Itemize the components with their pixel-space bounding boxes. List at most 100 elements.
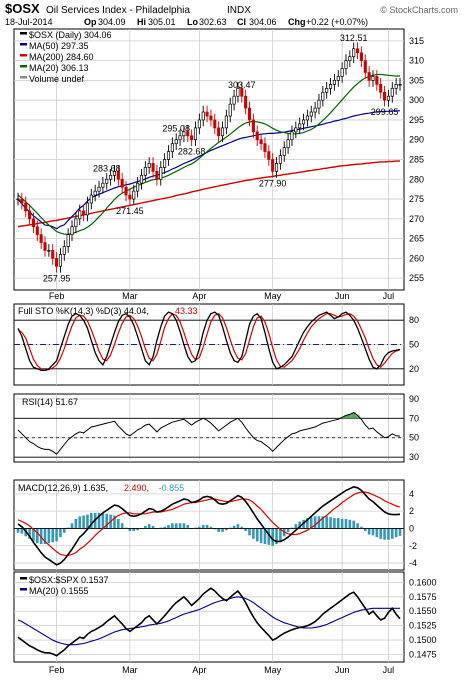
- candle-body: [371, 76, 375, 81]
- candle-body: [166, 151, 171, 160]
- y-tick-label: 290: [409, 135, 424, 145]
- month-label-feb: Feb: [49, 665, 65, 675]
- macd-hist-bar: [398, 528, 402, 536]
- macd-hist-bar: [228, 527, 232, 529]
- candle-body: [359, 52, 363, 61]
- candle-body: [124, 186, 128, 196]
- candle-body: [24, 202, 28, 212]
- macd-hist-bar: [128, 528, 132, 532]
- macd-hist-bar: [271, 528, 274, 546]
- macd-hist-bar: [225, 528, 228, 531]
- legend-entry: MA(200) 284.60: [29, 52, 94, 62]
- candle-body: [201, 111, 205, 121]
- y-tick-label: 0.1550: [409, 606, 437, 616]
- macd-hist-bar: [209, 526, 213, 529]
- candle-body: [282, 147, 286, 156]
- price-annotation: 299.65: [371, 107, 399, 117]
- candle-body: [109, 174, 113, 180]
- chg-label: Chg: [288, 17, 306, 27]
- header-date: 18-Jul-2014: [5, 17, 53, 27]
- macd-hist-bar: [275, 528, 278, 545]
- price-annotation: 277.90: [259, 178, 287, 188]
- y-tick-label: 0: [409, 523, 414, 533]
- candle-body: [85, 202, 90, 216]
- candle-body: [298, 123, 302, 129]
- macd-hist-bar: [252, 528, 255, 539]
- candle-body: [112, 171, 117, 176]
- macd-hist-bar: [136, 528, 139, 531]
- y-tick-label: 0.1600: [409, 577, 437, 587]
- y-tick-label: 0.1525: [409, 621, 437, 631]
- candle-body: [251, 119, 255, 133]
- y-tick-label: 260: [409, 253, 424, 263]
- price-annotation: 295.08: [162, 124, 190, 134]
- candle-body: [116, 171, 120, 180]
- candle-body: [344, 60, 348, 69]
- candle-body: [363, 60, 367, 73]
- candle-body: [66, 234, 70, 247]
- macd-hist-bar: [221, 528, 224, 532]
- candle-body: [16, 198, 20, 201]
- candle-body: [328, 84, 333, 89]
- candle-body: [43, 242, 47, 251]
- macd-hist-bar: [70, 523, 74, 529]
- candle-body: [174, 139, 178, 145]
- month-label-apr: Apr: [192, 665, 206, 675]
- watermark: © StockCharts.com: [380, 5, 458, 15]
- macd-hist-bar: [340, 518, 344, 529]
- macd-hist-bar: [371, 528, 375, 536]
- macd-hist-bar: [90, 512, 93, 529]
- macd-hist-bar: [294, 524, 298, 529]
- macd-hist-bar: [240, 526, 244, 529]
- ma200-line: [17, 160, 400, 228]
- macd-hist-bar: [105, 513, 109, 529]
- candle-body: [78, 210, 82, 220]
- candle-body: [89, 194, 93, 204]
- macd-hist-bar: [259, 528, 263, 544]
- y-tick-label: 280: [409, 174, 424, 184]
- y-tick-label: 30: [409, 452, 419, 462]
- macd-hist-bar: [74, 518, 78, 529]
- macd-hist-bar: [198, 526, 201, 529]
- y-tick-label: -2: [409, 541, 417, 551]
- ratio-ma20-line: [17, 596, 400, 646]
- macd-hist-bar: [290, 527, 294, 529]
- candle-body: [274, 163, 279, 172]
- month-label-apr: Apr: [192, 291, 206, 301]
- rsi-overbought-fill: [355, 415, 360, 419]
- candle-body: [197, 119, 201, 129]
- candle-body: [58, 254, 62, 267]
- macd-hist-bar: [317, 516, 321, 529]
- macd-hist-bar: [51, 528, 55, 543]
- macd-hist-bar: [132, 528, 136, 532]
- macd-hist-bar: [43, 528, 47, 545]
- macd-hist-bar: [321, 516, 325, 529]
- macd-hist-bar: [144, 525, 147, 529]
- macd-hist-bar: [244, 528, 247, 532]
- macd-hist-bar: [379, 528, 383, 539]
- candle-body: [267, 151, 271, 160]
- candle-body: [205, 111, 209, 117]
- candle-body: [101, 182, 105, 188]
- candle-body: [332, 80, 336, 85]
- op-value: 304.09: [98, 17, 126, 27]
- sto-d-line: [17, 312, 401, 372]
- candle-body: [35, 226, 39, 235]
- candle-body: [28, 210, 32, 220]
- candle-body: [247, 107, 252, 121]
- macd-hist-bar: [309, 517, 313, 529]
- macd-hist-bar: [151, 525, 155, 529]
- y-tick-label: 305: [409, 75, 424, 85]
- y-tick-label: 315: [409, 36, 424, 46]
- candle-body: [263, 143, 267, 152]
- y-tick-label: 295: [409, 115, 424, 125]
- legend-entry: MA(50) 297.35: [29, 41, 89, 51]
- macd-hist-bar: [344, 518, 348, 529]
- candle-body: [244, 95, 248, 109]
- candle-body: [170, 143, 174, 152]
- candle-body: [159, 167, 163, 180]
- macd-hist-bar: [174, 523, 178, 529]
- candle-body: [348, 56, 352, 61]
- candle-body: [386, 95, 390, 101]
